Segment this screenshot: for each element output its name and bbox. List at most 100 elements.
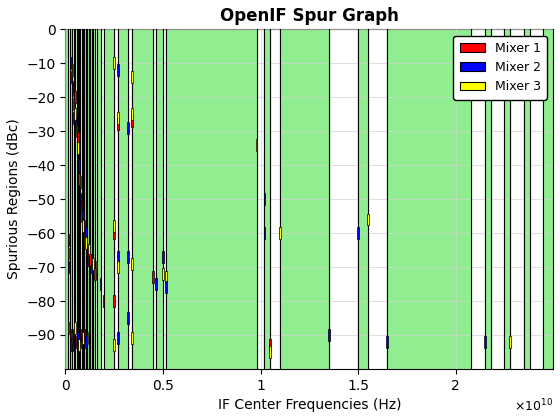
Bar [155,278,157,290]
Bar [165,281,167,294]
Bar [74,91,76,103]
Bar [82,210,84,222]
Bar [77,142,78,154]
Bar [357,227,359,239]
Bar [114,339,115,351]
Bar [153,29,156,369]
Bar [510,336,511,348]
Bar [264,29,270,369]
Bar [90,29,92,369]
Bar [256,139,258,151]
Bar [86,29,87,369]
Bar [81,200,82,212]
Bar [68,261,69,273]
Bar [87,244,88,256]
Bar [72,64,73,76]
Bar [131,115,133,127]
Bar [543,29,553,369]
Bar [94,268,96,280]
Bar [386,336,388,348]
Bar [131,108,133,120]
Bar [114,57,115,69]
Bar [97,29,101,369]
Bar [270,29,280,369]
Bar [118,261,119,273]
Bar [83,329,85,341]
Bar [68,29,71,369]
Bar [73,339,74,351]
Bar [162,268,164,280]
Bar [78,339,80,351]
Bar [163,29,166,369]
Bar [152,271,154,283]
Bar [73,84,74,96]
Bar [76,125,77,137]
Bar [484,336,486,348]
Bar [76,118,77,130]
Bar [505,29,510,369]
Bar [80,193,81,205]
Bar [78,29,79,369]
Bar [85,336,87,348]
Bar [81,336,82,348]
Bar [127,312,129,324]
Bar [87,333,88,344]
Bar [101,29,104,369]
Bar [69,329,71,341]
Bar [78,159,80,171]
Bar [162,251,164,263]
Bar [328,329,329,341]
Bar [118,251,119,263]
Bar [114,29,118,369]
Bar [83,29,85,369]
Bar [73,329,74,341]
Bar [78,173,80,185]
Bar [74,29,75,369]
Bar [75,29,77,369]
Bar [76,336,77,348]
Bar [85,227,87,239]
Bar [388,29,471,369]
Bar [93,29,95,369]
Bar [69,339,71,351]
Bar [79,29,80,369]
Bar [367,213,368,226]
Bar [87,29,89,369]
Bar [118,29,128,369]
Bar [100,278,101,290]
Bar [81,210,82,222]
Bar [368,29,388,369]
Bar [131,71,133,83]
Bar [114,227,115,239]
Bar [72,333,73,344]
Bar [329,29,358,369]
Bar [69,71,71,83]
Bar [68,322,69,334]
Bar [280,29,329,369]
Bar [96,261,97,273]
Bar [264,227,265,239]
Bar [102,295,104,307]
Bar [279,227,281,239]
Bar [530,29,543,369]
Bar [127,122,129,134]
Bar [132,29,153,369]
Bar [91,261,92,273]
Legend: Mixer 1, Mixer 2, Mixer 3: Mixer 1, Mixer 2, Mixer 3 [453,36,547,100]
Bar [77,333,78,344]
Bar [156,29,163,369]
Bar [92,258,94,270]
Bar [74,108,76,120]
Bar [83,234,85,246]
Bar [104,29,114,369]
Bar [264,193,265,205]
Bar [77,29,78,369]
Bar [358,29,368,369]
Bar [68,247,69,260]
Bar [269,339,271,351]
Bar [165,271,167,283]
Bar [118,333,119,344]
Bar [73,98,74,110]
Bar [82,333,84,344]
Bar [269,346,271,358]
